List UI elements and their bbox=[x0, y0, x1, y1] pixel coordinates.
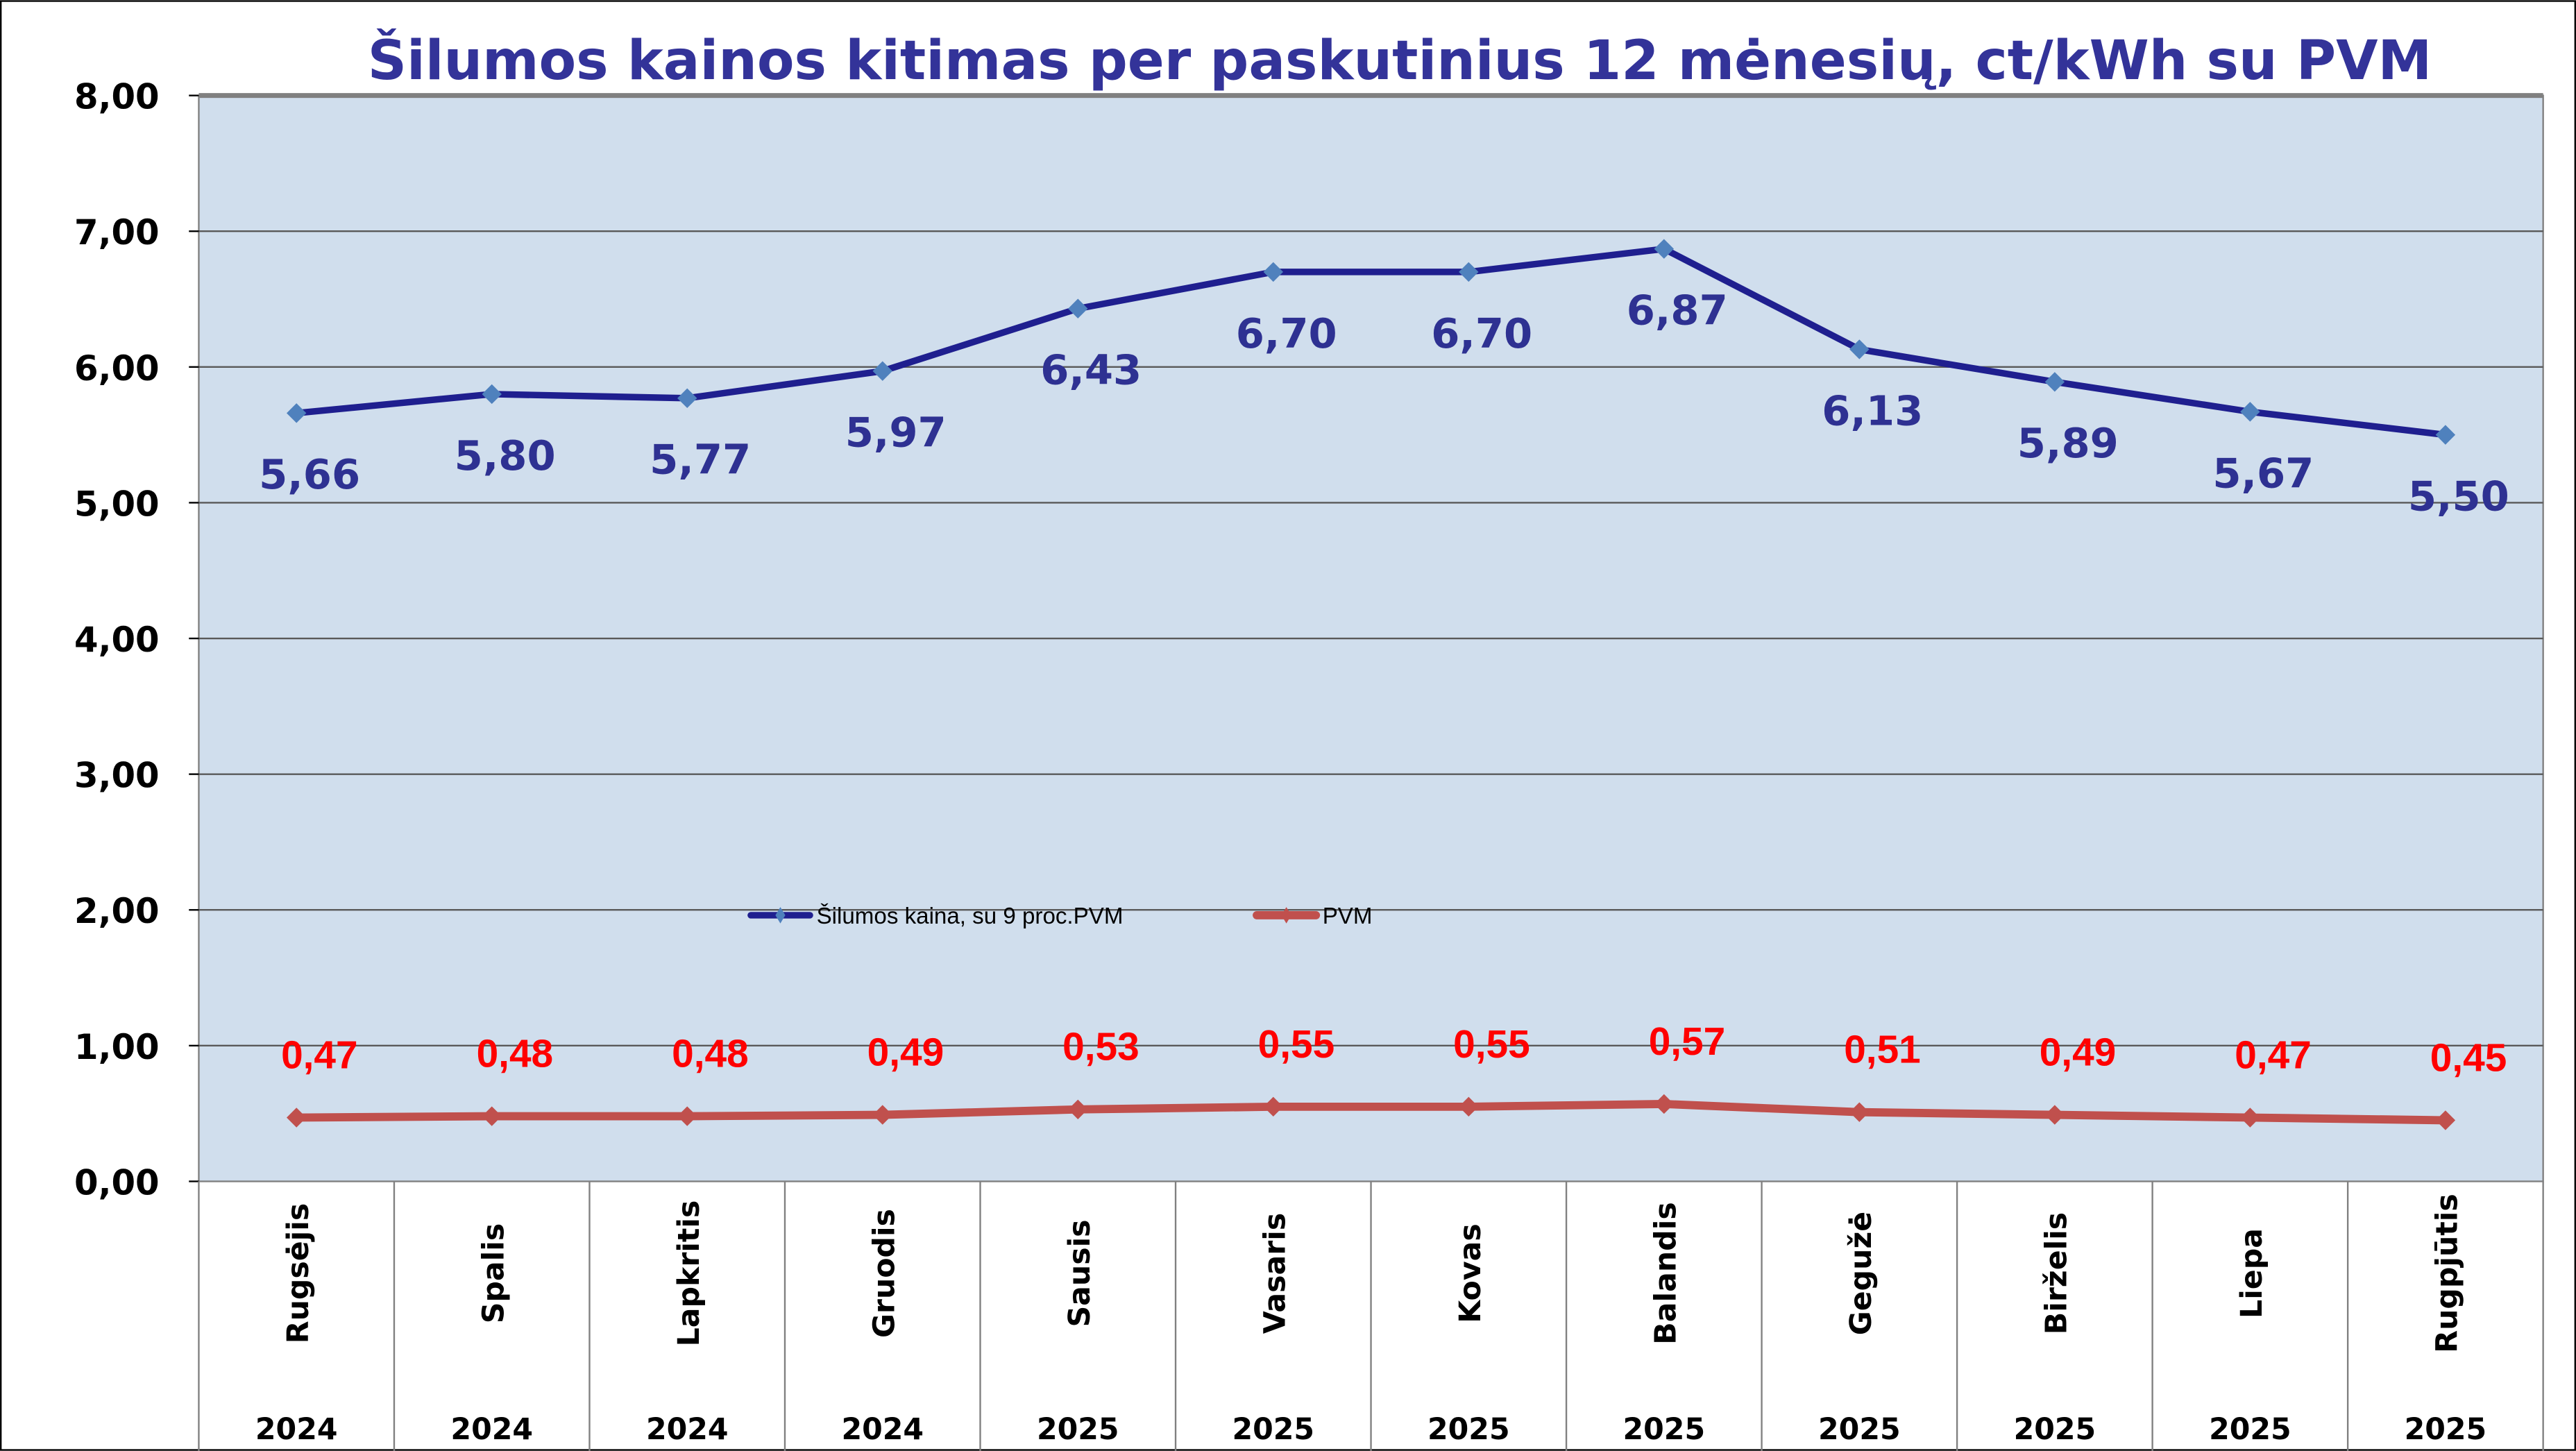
x-tick-label: Spalis bbox=[476, 1223, 511, 1324]
series-line-1 bbox=[296, 1100, 2446, 1125]
data-point-marker bbox=[2044, 1105, 2065, 1125]
data-point-marker bbox=[287, 1108, 307, 1128]
y-tick-label: 4,00 bbox=[74, 620, 160, 660]
x-year-label: 2025 bbox=[2209, 1412, 2291, 1447]
data-label: 0,53 bbox=[1062, 1026, 1139, 1069]
data-point-marker bbox=[1459, 262, 1479, 282]
x-tick-label: Rugpjūtis bbox=[2430, 1194, 2464, 1352]
data-point-marker bbox=[1654, 1094, 1675, 1114]
x-tick-label: Sausis bbox=[1062, 1219, 1097, 1327]
x-year-label: 2024 bbox=[841, 1412, 924, 1447]
data-label: 0,47 bbox=[2235, 1033, 2312, 1077]
data-point-marker bbox=[872, 1105, 892, 1125]
data-point-marker bbox=[1263, 262, 1283, 282]
data-point-marker bbox=[872, 361, 892, 381]
data-point-marker bbox=[2435, 1110, 2456, 1130]
y-tick-label: 2,00 bbox=[74, 891, 160, 931]
data-label: 6,13 bbox=[1822, 387, 1923, 434]
data-label: 6,87 bbox=[1627, 287, 1728, 334]
data-label: 0,57 bbox=[1649, 1020, 1726, 1064]
y-tick-label: 0,00 bbox=[74, 1162, 160, 1203]
legend: Šilumos kaina, su 9 proc.PVM PVM bbox=[747, 903, 1373, 929]
data-label: 6,43 bbox=[1040, 346, 1142, 394]
y-tick-label: 8,00 bbox=[74, 77, 160, 117]
data-label: 0,45 bbox=[2430, 1036, 2507, 1080]
y-tick-label: 1,00 bbox=[74, 1027, 160, 1067]
x-year-label: 2025 bbox=[2014, 1412, 2096, 1447]
x-tick-label: Gegužė bbox=[1844, 1212, 1879, 1335]
x-year-label: 2025 bbox=[1818, 1412, 1901, 1447]
data-label: 5,77 bbox=[650, 436, 751, 484]
data-label: 5,80 bbox=[455, 432, 556, 480]
y-tick-label: 3,00 bbox=[74, 756, 160, 796]
y-tick-label: 7,00 bbox=[74, 212, 160, 253]
data-point-marker bbox=[2044, 372, 2065, 392]
x-tick-label: Liepa bbox=[2235, 1228, 2269, 1318]
data-label: 5,89 bbox=[2017, 419, 2119, 467]
data-label: 0,55 bbox=[1258, 1023, 1335, 1067]
legend-marker-pvm bbox=[1281, 907, 1291, 924]
data-label: 0,55 bbox=[1453, 1023, 1530, 1067]
data-label: 0,49 bbox=[867, 1031, 944, 1075]
data-label: 5,66 bbox=[259, 450, 360, 498]
series-line-0 bbox=[296, 245, 2446, 439]
data-point-marker bbox=[677, 1106, 697, 1126]
data-label: 0,49 bbox=[2040, 1031, 2117, 1075]
data-label: 5,50 bbox=[2408, 473, 2509, 520]
legend-marker-silumos bbox=[775, 907, 786, 924]
data-point-marker bbox=[287, 403, 307, 423]
data-point-marker bbox=[2240, 402, 2260, 422]
x-year-label: 2024 bbox=[255, 1412, 338, 1447]
data-label: 0,48 bbox=[477, 1033, 554, 1076]
x-year-label: 2025 bbox=[1037, 1412, 1119, 1447]
data-point-marker bbox=[1263, 1096, 1283, 1117]
data-point-marker bbox=[677, 388, 697, 409]
chart-title: Šilumos kainos kitimas per paskutinius 1… bbox=[368, 28, 2432, 92]
data-point-marker bbox=[1654, 239, 1675, 259]
x-year-label: 2025 bbox=[1427, 1412, 1510, 1447]
data-label: 5,67 bbox=[2212, 449, 2314, 497]
data-point-marker bbox=[1068, 1099, 1088, 1119]
x-tick-label: Balandis bbox=[1648, 1202, 1683, 1344]
data-point-marker bbox=[1849, 339, 1870, 359]
data-point-marker bbox=[2435, 425, 2456, 445]
data-point-marker bbox=[2240, 1108, 2260, 1128]
y-tick-label: 6,00 bbox=[74, 348, 160, 389]
data-point-marker bbox=[1849, 1102, 1870, 1122]
data-label: 5,97 bbox=[845, 409, 947, 457]
data-label: 6,70 bbox=[1236, 309, 1337, 357]
x-tick-label: Kovas bbox=[1453, 1223, 1488, 1323]
data-point-marker bbox=[1068, 298, 1088, 319]
data-point-marker bbox=[482, 1106, 502, 1126]
data-point-marker bbox=[482, 384, 502, 405]
y-tick-label: 5,00 bbox=[74, 484, 160, 524]
x-tick-label: Rugsėjis bbox=[281, 1203, 316, 1343]
x-tick-label: Birželis bbox=[2039, 1212, 2074, 1334]
x-year-label: 2024 bbox=[450, 1412, 533, 1447]
legend-label-pvm: PVM bbox=[1323, 903, 1373, 929]
data-label: 6,70 bbox=[1431, 309, 1532, 357]
data-label: 0,48 bbox=[672, 1033, 749, 1076]
x-year-label: 2024 bbox=[646, 1412, 729, 1447]
x-tick-label: Gruodis bbox=[867, 1209, 901, 1338]
x-tick-label: Lapkritis bbox=[672, 1200, 706, 1347]
x-year-label: 2025 bbox=[1232, 1412, 1314, 1447]
legend-label-silumos: Šilumos kaina, su 9 proc.PVM bbox=[817, 903, 1124, 929]
data-label: 0,51 bbox=[1844, 1028, 1921, 1072]
x-year-label: 2025 bbox=[1623, 1412, 1706, 1447]
x-year-label: 2025 bbox=[2405, 1412, 2487, 1447]
data-label: 0,47 bbox=[281, 1033, 358, 1077]
x-tick-label: Vasaris bbox=[1257, 1213, 1292, 1334]
data-point-marker bbox=[1459, 1096, 1479, 1117]
